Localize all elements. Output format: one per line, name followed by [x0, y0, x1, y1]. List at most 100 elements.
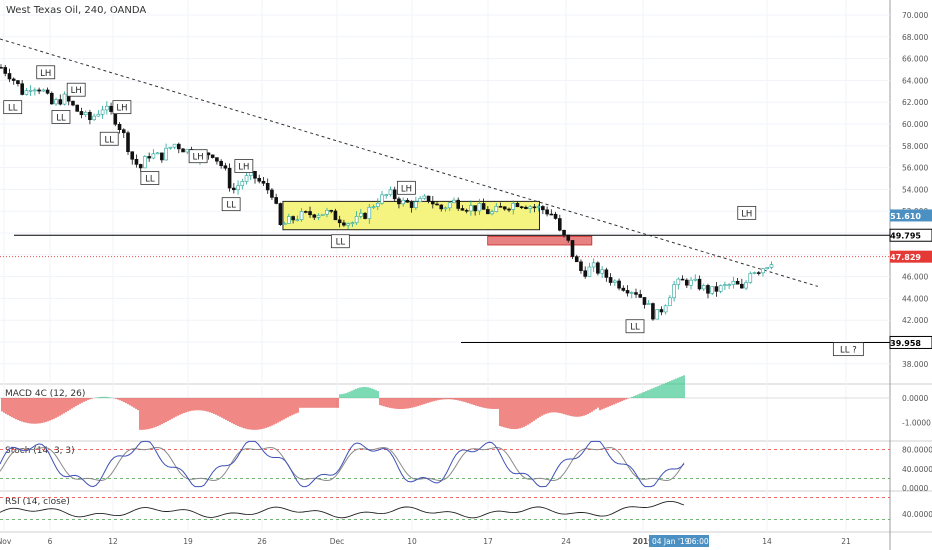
candle-body: [151, 153, 156, 159]
candle-body: [494, 206, 499, 212]
swing-label-box: [3, 100, 23, 115]
time-tick-label: 10: [407, 537, 417, 546]
candle-body: [608, 277, 613, 283]
candle-body: [24, 90, 29, 95]
candle-body: [109, 105, 113, 112]
candle-body: [240, 181, 245, 186]
candle-body: [718, 285, 723, 292]
candle-body: [287, 216, 291, 224]
candle-body: [299, 211, 304, 220]
candle-body: [727, 284, 731, 286]
candle-body: [486, 209, 490, 215]
swing-label: LL: [226, 201, 236, 211]
candle-body: [422, 195, 427, 199]
chart-title: West Texas Oil, 240, OANDA: [6, 5, 147, 16]
time-tick-label: 19: [183, 537, 193, 546]
candle-body: [532, 206, 537, 209]
candle-body: [613, 280, 617, 283]
candle-body: [54, 99, 58, 105]
swing-label: LH: [71, 86, 82, 96]
candle-body: [28, 89, 33, 92]
candle-body: [401, 199, 405, 205]
candle-body: [367, 206, 372, 219]
swing-label-box: [66, 82, 86, 97]
candle-body: [185, 149, 190, 153]
candle-body: [536, 206, 541, 208]
candle-body: [333, 210, 338, 221]
price-tick-label: 42.000: [902, 316, 928, 325]
candle-body: [706, 285, 710, 294]
candle-body: [215, 157, 219, 162]
stoch-tick-label: 40.0000: [902, 465, 932, 474]
candle-body: [143, 156, 147, 169]
time-tick-label: 14: [762, 537, 772, 546]
badge-51610-bg: [890, 209, 932, 222]
candle-body: [232, 187, 236, 191]
candle-body: [20, 83, 24, 95]
candle-body: [689, 279, 693, 286]
macd-pane: [0, 375, 890, 430]
price-pane: LH LL LH LL LH LL LH LL LH LL LH LL LL LH LL ?: [0, 38, 890, 357]
swing-label-box: [330, 234, 350, 249]
price-tick-label: 56.000: [902, 164, 928, 173]
candle-body: [553, 213, 558, 219]
rsi-tick-label: 40.0000: [902, 510, 932, 519]
time-tick-label: 6: [48, 537, 53, 546]
candle-body: [549, 213, 554, 216]
candle-body: [130, 151, 135, 160]
candle-body: [227, 167, 232, 189]
price-tick-label: 70.000: [902, 11, 928, 20]
swing-label: LL: [145, 175, 155, 185]
badge-47829-bg: [890, 250, 932, 263]
candle-body: [96, 113, 101, 117]
candle-body: [756, 272, 761, 274]
price-tick-label: 62.000: [902, 98, 928, 107]
candle-body: [16, 80, 20, 84]
candle-body: [236, 185, 240, 191]
stoch-label: Stoch (14, 3, 3): [5, 446, 75, 456]
candle-body: [710, 286, 715, 294]
candle-body: [583, 270, 588, 277]
candle-body: [380, 194, 384, 204]
candle-body: [638, 294, 643, 298]
stoch-d-line: [0, 446, 685, 482]
macd-tick-label: 0.0000: [902, 394, 928, 403]
candle-body: [481, 203, 486, 210]
swing-label: LH: [40, 69, 51, 79]
candle-body: [33, 89, 37, 92]
candle-body: [452, 199, 456, 204]
candle-body: [316, 215, 321, 218]
swing-label: LL ?: [840, 346, 857, 356]
swing-label: LH: [238, 163, 249, 173]
candle-body: [278, 203, 283, 226]
candle-body: [524, 206, 528, 209]
macd-label: MACD 4C (12, 26): [5, 389, 86, 399]
candle-body: [541, 206, 545, 211]
candle-body: [545, 209, 549, 215]
price-tick-label: 58.000: [902, 142, 928, 151]
candle-body: [172, 143, 177, 148]
candle-body: [562, 229, 566, 236]
swing-label: LH: [401, 184, 412, 194]
price-tick-label: 60.000: [902, 120, 928, 129]
candle-body: [375, 202, 380, 207]
candle-body: [147, 156, 151, 159]
candle-body: [600, 269, 604, 274]
candle-body: [71, 100, 75, 106]
candle-body: [253, 171, 257, 179]
candle-body: [646, 303, 651, 305]
candle-body: [177, 143, 181, 150]
rsi-line: [0, 500, 685, 519]
candle-body: [320, 213, 325, 216]
candle-body: [261, 180, 266, 184]
swing-label-box: [99, 131, 119, 146]
candle-body: [160, 152, 164, 161]
candle-body: [765, 267, 770, 270]
candle-body: [430, 201, 435, 205]
candle-body: [680, 278, 685, 281]
candle-body: [350, 222, 355, 225]
candle-body: [723, 284, 727, 286]
candle-body: [490, 211, 494, 215]
